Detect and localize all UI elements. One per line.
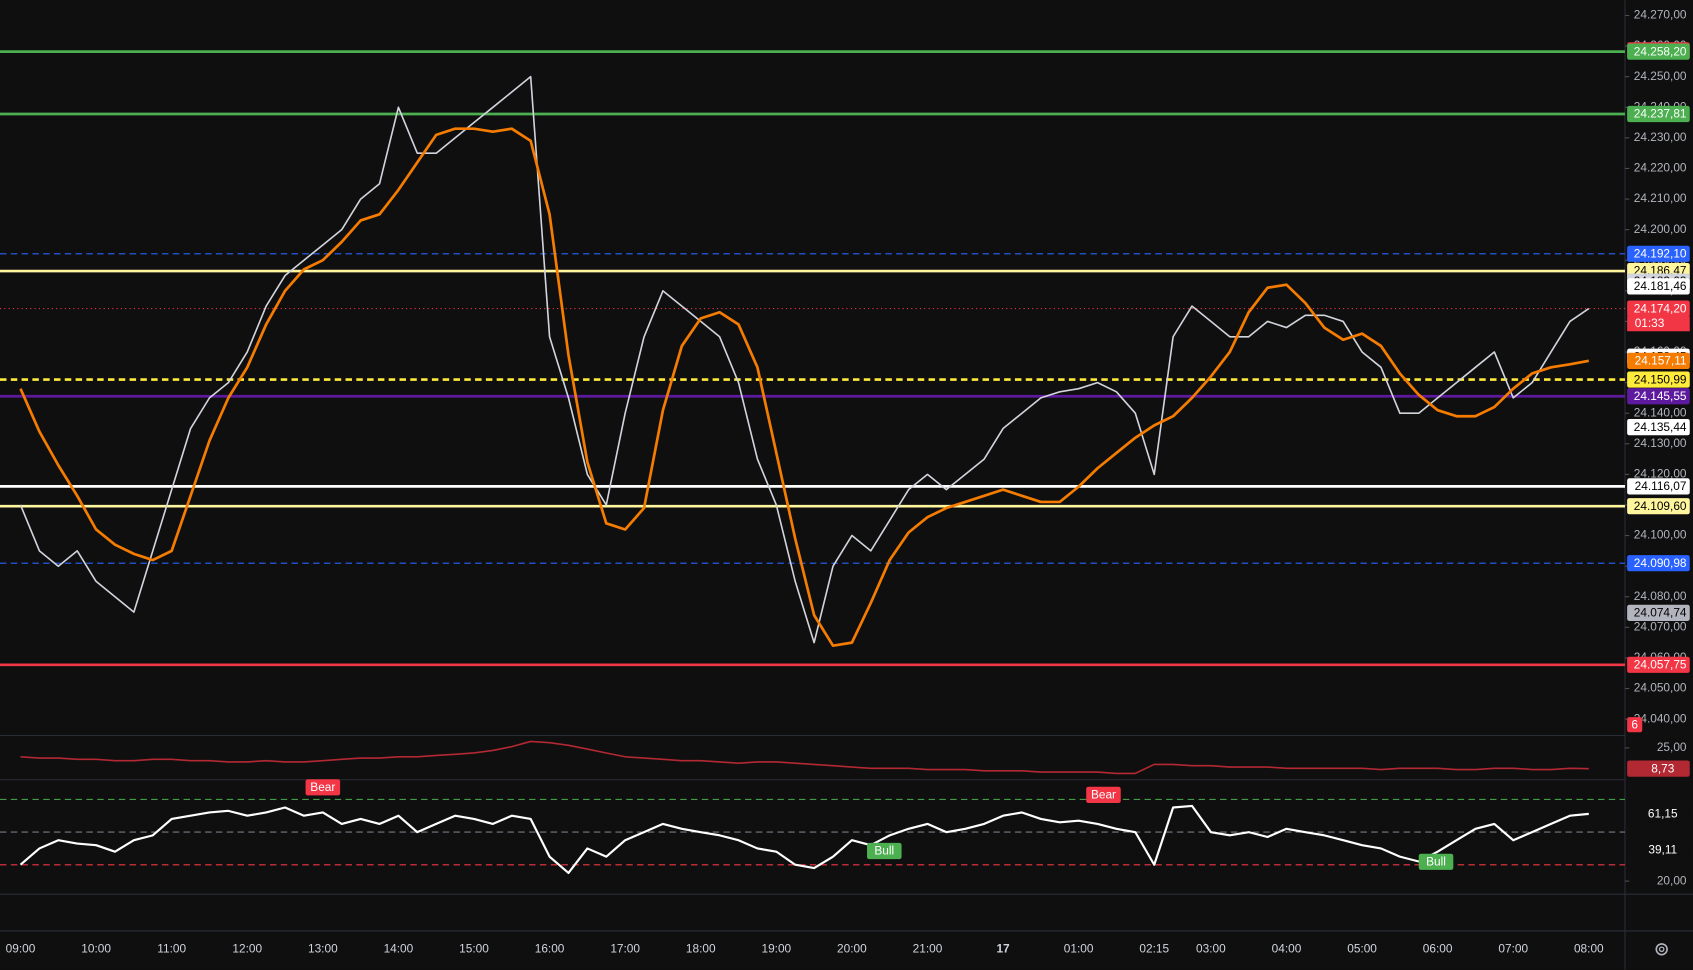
countdown: 01:33 bbox=[1635, 316, 1665, 330]
level-label: 24.181,46 bbox=[1634, 279, 1687, 293]
x-tick-label: 05:00 bbox=[1347, 941, 1377, 955]
level-label-bg bbox=[1627, 352, 1690, 369]
y-tick-label: 24.270,00 bbox=[1634, 8, 1687, 22]
annotation-bg bbox=[305, 779, 341, 796]
value-tag-bg bbox=[1626, 805, 1691, 823]
x-tick-label: 03:00 bbox=[1196, 941, 1226, 955]
x-tick-label: 18:00 bbox=[686, 941, 716, 955]
y-tick-label: 24.130,00 bbox=[1634, 436, 1687, 450]
x-tick-label: 20:00 bbox=[837, 941, 867, 955]
level-label: 24.192,10 bbox=[1634, 246, 1687, 260]
level-label: 24.135,44 bbox=[1634, 420, 1687, 434]
x-tick-label: 17:00 bbox=[610, 941, 640, 955]
value-tag: 39,11 bbox=[1648, 843, 1677, 857]
series-line bbox=[19, 75, 1590, 644]
x-tick-label: 16:00 bbox=[535, 941, 565, 955]
level-label: 24.057,75 bbox=[1634, 657, 1687, 671]
x-tick-label: 09:00 bbox=[6, 941, 36, 955]
x-tick-label: 11:00 bbox=[157, 941, 186, 955]
series-line bbox=[19, 127, 1590, 648]
level-label-bg bbox=[1627, 43, 1690, 60]
y-tick-label: 24.210,00 bbox=[1634, 191, 1687, 205]
volume-tag: 6 bbox=[1631, 717, 1638, 731]
y-tick-label: 24.250,00 bbox=[1634, 69, 1687, 83]
x-tick-label: 13:00 bbox=[308, 941, 338, 955]
value-tag: 8,73 bbox=[1651, 761, 1674, 775]
annotation-bg bbox=[1418, 853, 1454, 870]
level-label-bg bbox=[1627, 604, 1690, 621]
settings-gear[interactable] bbox=[1655, 943, 1668, 956]
level-label-bg bbox=[1627, 419, 1690, 436]
level-label: 24.237,81 bbox=[1634, 107, 1687, 121]
x-tick-label: 01:00 bbox=[1064, 941, 1094, 955]
x-tick-label: 10:00 bbox=[81, 941, 111, 955]
x-tick-label: 12:00 bbox=[232, 941, 262, 955]
x-tick-label: 14:00 bbox=[384, 941, 414, 955]
y-tick-label: 24.230,00 bbox=[1634, 130, 1687, 144]
level-label: 24.145,55 bbox=[1634, 389, 1687, 403]
value-tag-bg bbox=[1627, 760, 1690, 777]
y-tick-label: 24.100,00 bbox=[1634, 528, 1687, 542]
level-label-bg bbox=[1627, 278, 1690, 295]
x-tick-label: 04:00 bbox=[1272, 941, 1302, 955]
x-tick-label: 21:00 bbox=[913, 941, 943, 955]
level-label: 24.157,11 bbox=[1635, 354, 1687, 368]
settings-icon[interactable] bbox=[1655, 943, 1668, 956]
level-label: 24.090,98 bbox=[1634, 556, 1687, 570]
x-tick-label: 17 bbox=[996, 941, 1010, 955]
level-label-bg bbox=[1627, 245, 1690, 262]
value-tag-bg bbox=[1626, 841, 1691, 859]
level-label: 24.258,20 bbox=[1634, 44, 1687, 58]
level-label: 24.109,60 bbox=[1634, 499, 1687, 513]
level-label-bg bbox=[1627, 498, 1690, 515]
y-tick-label: 24.040,00 bbox=[1634, 711, 1687, 725]
y-tick-label: 24.080,00 bbox=[1634, 589, 1687, 603]
annotation: Bear bbox=[310, 780, 335, 794]
x-tick-label: 02:15 bbox=[1139, 941, 1169, 955]
level-label-bg bbox=[1627, 371, 1690, 388]
x-tick-label: 15:00 bbox=[459, 941, 489, 955]
volume-tag-bg bbox=[1627, 717, 1643, 733]
value-tag: 61,15 bbox=[1648, 807, 1678, 821]
y-tick-label: 24.070,00 bbox=[1634, 619, 1687, 633]
level-label: 24.116,07 bbox=[1635, 479, 1687, 493]
y-tick-label: 24.220,00 bbox=[1634, 161, 1687, 175]
x-tick-label: 19:00 bbox=[761, 941, 791, 955]
level-label-bg bbox=[1627, 656, 1690, 673]
countdown-bg bbox=[1627, 316, 1690, 332]
level-label-bg bbox=[1627, 388, 1690, 405]
y-tick-label: 20,00 bbox=[1657, 873, 1687, 887]
series-line bbox=[19, 804, 1589, 875]
x-tick-label: 06:00 bbox=[1423, 941, 1453, 955]
annotation-bg bbox=[867, 842, 902, 860]
level-label: 24.074,74 bbox=[1634, 606, 1687, 620]
level-label: 24.174,20 bbox=[1634, 301, 1687, 315]
level-label-bg bbox=[1627, 105, 1690, 123]
y-tick-label: 24.140,00 bbox=[1634, 405, 1687, 419]
y-tick-label: 24.050,00 bbox=[1634, 681, 1687, 695]
y-tick-label: 24.200,00 bbox=[1634, 222, 1687, 236]
level-label-bg bbox=[1627, 478, 1690, 495]
x-tick-label: 08:00 bbox=[1574, 941, 1604, 955]
level-label: 24.150,99 bbox=[1634, 372, 1687, 386]
level-label-bg bbox=[1627, 300, 1690, 317]
y-tick-label: 24.120,00 bbox=[1634, 467, 1687, 481]
y-tick-label: 25,00 bbox=[1657, 740, 1687, 754]
settings-gear-center[interactable] bbox=[1658, 946, 1665, 953]
annotation: Bull bbox=[1426, 855, 1446, 869]
annotation: Bear bbox=[1091, 788, 1116, 802]
level-label-bg bbox=[1627, 555, 1690, 572]
annotation-bg bbox=[1086, 786, 1121, 803]
series-line bbox=[20, 740, 1589, 775]
annotation: Bull bbox=[874, 844, 894, 858]
x-tick-label: 07:00 bbox=[1498, 941, 1528, 955]
